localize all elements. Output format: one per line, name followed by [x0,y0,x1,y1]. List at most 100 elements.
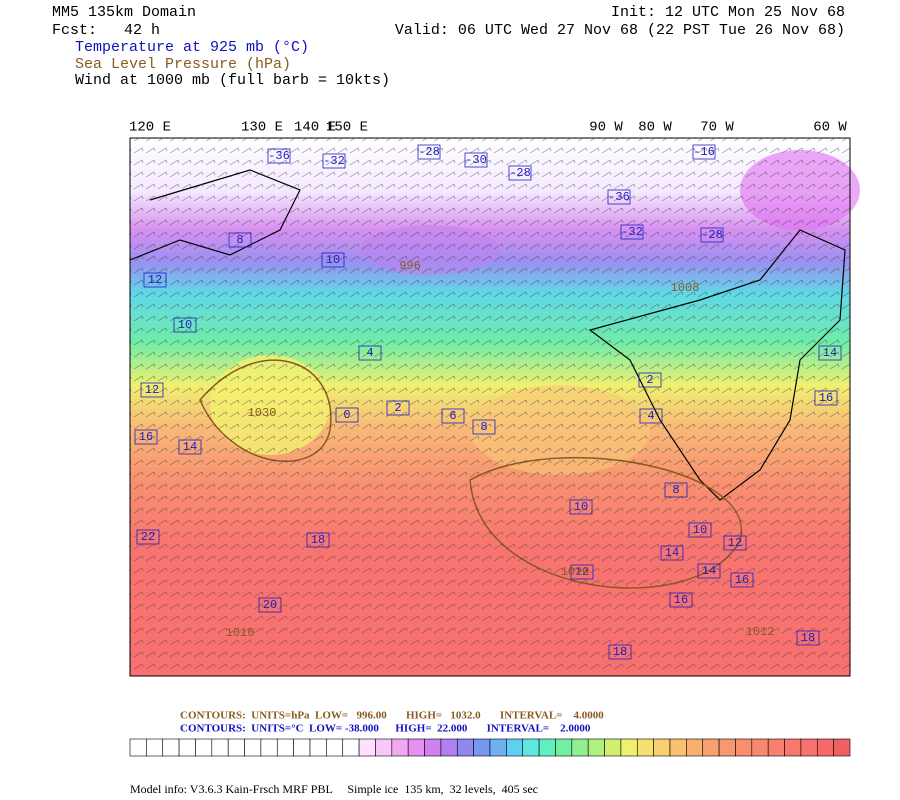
colorbar-cell [146,738,164,757]
colorbar-cell [293,738,311,757]
label-box [669,592,693,608]
label-box [267,148,291,164]
colorbar-cell [686,738,704,757]
label-box [143,272,167,288]
temperature-label: 20 [263,598,277,612]
colorbar-cell [751,738,769,757]
longitude-label: 140 E [294,120,336,136]
pressure-label: 1010 [226,626,255,640]
colorbar-cell [440,738,458,757]
temperature-label: 18 [801,631,815,645]
colorbar-cell [800,738,818,757]
label-box [508,165,532,181]
colorbar-cell [506,738,524,757]
wind-barbs [130,138,850,676]
longitude-label: 120 E [129,120,171,136]
temperature-label: 12 [148,273,162,287]
temperature-label: -36 [608,190,630,204]
label-box [730,572,754,588]
colorbar-cell [538,738,556,757]
temperature-label: 16 [139,430,153,444]
colorbar-cell [833,738,851,757]
label-box [723,535,747,551]
temperature-label: -32 [621,225,643,239]
colorbar-cell [195,738,213,757]
label-box [178,439,202,455]
label-box [638,372,662,388]
colorbar-cell [473,738,491,757]
temperature-label: 16 [819,391,833,405]
colorbar-cell [358,738,376,757]
label-box [441,408,465,424]
valid-time: Valid: 06 UTC Wed 27 Nov 68 (22 PST Tue … [395,22,845,39]
temperature-label: 10 [693,523,707,537]
label-box [796,630,820,646]
label-box [464,152,488,168]
map-frame [129,137,851,677]
longitude-label: 150 E [326,120,368,136]
label-box [258,597,282,613]
colorbar-cell [129,738,147,757]
temperature-label: 14 [183,440,197,454]
label-box [697,563,721,579]
colorbar-cell [767,738,785,757]
temperature-label: -32 [323,154,345,168]
label-box [335,407,359,423]
colorbar-cell [391,738,409,757]
temperature-label: 18 [311,533,325,547]
temperature-label: -28 [418,145,440,159]
longitude-label: 60 W [813,120,847,136]
label-box [818,345,842,361]
temperature-label: 14 [702,564,716,578]
label-box [228,232,252,248]
colorbar-cell [587,738,605,757]
colorbar-cell [784,738,802,757]
longitude-label: 90 W [589,120,623,136]
temperature-label: 8 [480,420,487,434]
temperature-label: 16 [735,573,749,587]
label-box [321,252,345,268]
colorbar-cell [326,738,344,757]
temperature-label: 12 [728,536,742,550]
temperature-label: 18 [613,645,627,659]
field-wind: Wind at 1000 mb (full barb = 10kts) [75,72,390,89]
label-box [660,545,684,561]
label-box [692,144,716,160]
label-box [700,227,724,243]
temperature-label: -36 [268,149,290,163]
footer: Model info: V3.6.3 Kain-Frsch MRF PBL Si… [130,782,538,796]
colorbar-cell [735,738,753,757]
temperature-label: 6 [449,409,456,423]
label-box [814,390,838,406]
temperature-label: 12 [575,565,589,579]
label-box [134,429,158,445]
label-box [620,224,644,240]
label-box [607,189,631,205]
colorbar-cell [456,738,474,757]
label-box [639,408,663,424]
colorbar-cell [636,738,654,757]
colorbar-cell [211,738,229,757]
pressure-label: 1020 [561,565,590,579]
temperature-label: -28 [701,228,723,242]
temperature-label: 14 [823,346,837,360]
label-box [608,644,632,660]
init-time: Init: 12 UTC Mon 25 Nov 68 [611,4,845,21]
longitude-label: 70 W [700,120,734,136]
colorbar-cell [342,738,360,757]
colorbar-cell [653,738,671,757]
temperature-label: -30 [465,153,487,167]
colorbar-cell [571,738,589,757]
pressure-label: 1012 [746,625,775,639]
forecast: Fcst: 42 h [52,22,160,39]
temperature-label: 8 [236,233,243,247]
colorbar-cell [489,738,507,757]
label-box [322,153,346,169]
temperature-label: 10 [326,253,340,267]
label-box [358,345,382,361]
temperature-label: 16 [674,593,688,607]
temperature-label: 8 [672,483,679,497]
label-box [472,419,496,435]
colorbar-cell [375,738,393,757]
temperature-label: 12 [145,383,159,397]
